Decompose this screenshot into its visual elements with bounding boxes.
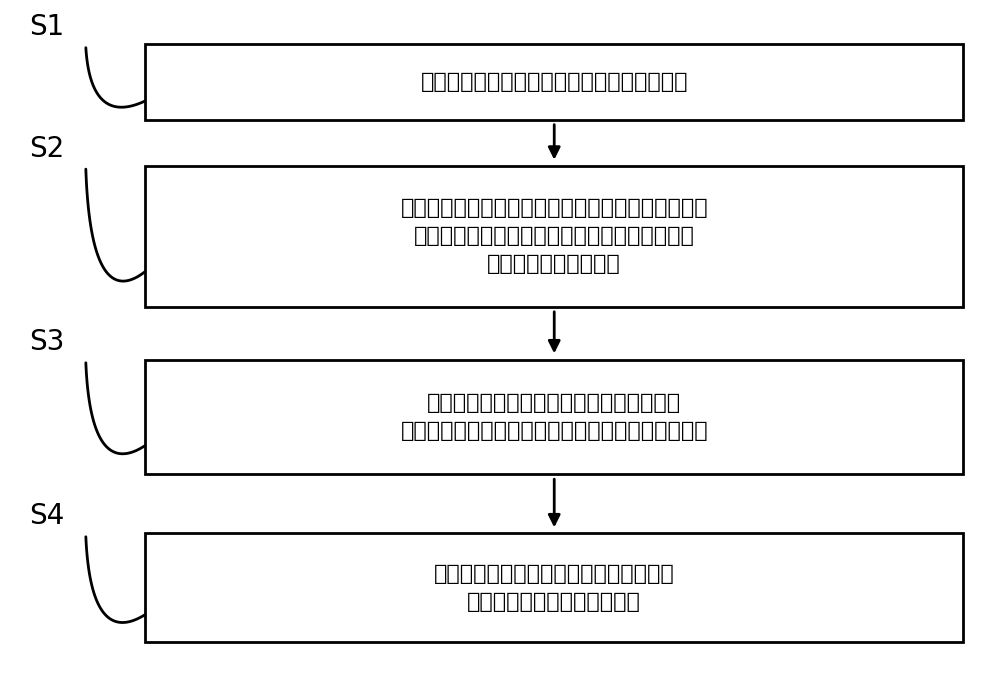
FancyBboxPatch shape	[145, 360, 963, 475]
Text: S4: S4	[29, 502, 64, 530]
FancyBboxPatch shape	[145, 45, 963, 120]
Text: 采用固定门限方法检测脉冲，分别记下两路脉冲信号
各自的前沿、后沿的高于、低于预设的门限值的
采样时刻和相应样点值: 采用固定门限方法检测脉冲，分别记下两路脉冲信号 各自的前沿、后沿的高于、低于预设…	[400, 198, 708, 275]
FancyBboxPatch shape	[145, 166, 963, 307]
Text: S3: S3	[29, 328, 64, 356]
Text: 通过线性插值算法得到两路脉冲信号各自的
脉冲到达时间和脉冲结束时间，并计算脉冲中间时刻: 通过线性插值算法得到两路脉冲信号各自的 脉冲到达时间和脉冲结束时间，并计算脉冲中…	[400, 393, 708, 441]
Text: S2: S2	[29, 134, 64, 163]
Text: 对接收到的两路脉冲信号的包络进行平滑滤波: 对接收到的两路脉冲信号的包络进行平滑滤波	[420, 72, 688, 92]
FancyBboxPatch shape	[145, 533, 963, 642]
Text: S1: S1	[29, 13, 64, 41]
Text: 分别计算两路脉冲信号的脉冲中间时刻，
并相减得到脉冲信号到达时差: 分别计算两路脉冲信号的脉冲中间时刻， 并相减得到脉冲信号到达时差	[434, 564, 675, 612]
